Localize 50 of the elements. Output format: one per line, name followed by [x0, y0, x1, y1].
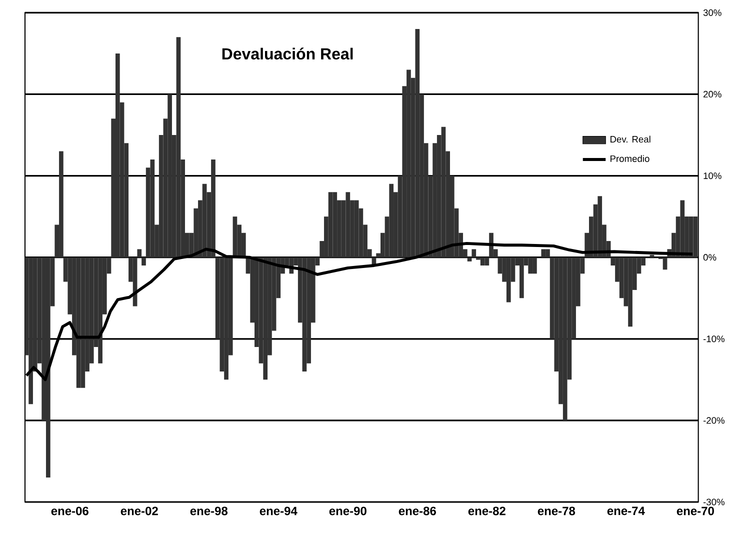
- bar: [688, 216, 694, 258]
- bar: [680, 200, 685, 258]
- x-tick-label: ene-90: [329, 506, 366, 516]
- bar: [150, 159, 155, 258]
- text: Devaluación Real: [222, 48, 353, 60]
- bar: [441, 126, 446, 258]
- bar: [467, 257, 472, 262]
- bar: [80, 257, 86, 388]
- x-tick-label: ene-06: [51, 506, 88, 516]
- bar: [541, 249, 546, 258]
- bar: [354, 200, 359, 258]
- x-tick-label: ene-78: [538, 506, 576, 516]
- x-tick-label: ene-74: [607, 506, 645, 516]
- bar: [328, 192, 333, 258]
- bar: [472, 249, 476, 258]
- bar: [562, 257, 568, 420]
- y-tick-label: 0%: [703, 254, 716, 261]
- bar: [693, 216, 698, 258]
- x-tick-label: ene-94: [260, 506, 298, 516]
- y-tick-label: 20%: [704, 90, 722, 98]
- x-tick-label: ene-70: [676, 506, 714, 516]
- bar: [137, 249, 142, 258]
- bar: [115, 53, 120, 258]
- bar: [484, 257, 490, 266]
- y-tick-label: 30%: [703, 9, 722, 16]
- bar: [176, 37, 181, 258]
- x-tick-label: ene-86: [398, 506, 436, 516]
- bar: [598, 196, 602, 258]
- legend-label: Promedio: [610, 155, 650, 162]
- y-tick-label: 10%: [704, 172, 722, 180]
- bar: [332, 192, 338, 258]
- legend-label: Dev. Real: [610, 136, 650, 143]
- bar: [662, 257, 668, 270]
- bar: [142, 257, 146, 266]
- bar: [415, 28, 420, 258]
- y-tick-label: -10%: [703, 336, 724, 342]
- bar: [389, 184, 394, 258]
- bar: [506, 257, 511, 302]
- x-tick-label: ene-82: [468, 506, 506, 516]
- x-tick-label: ene-98: [190, 506, 228, 516]
- bar: [480, 257, 485, 266]
- bar: [346, 192, 350, 258]
- bar: [46, 257, 50, 478]
- bar: [263, 257, 268, 380]
- bar: [528, 257, 533, 274]
- bar: [76, 257, 81, 388]
- x-tick-label: ene-02: [120, 506, 158, 516]
- bar: [650, 254, 654, 258]
- y-tick-label: -30%: [703, 498, 724, 506]
- y-tick-label: -20%: [703, 417, 724, 424]
